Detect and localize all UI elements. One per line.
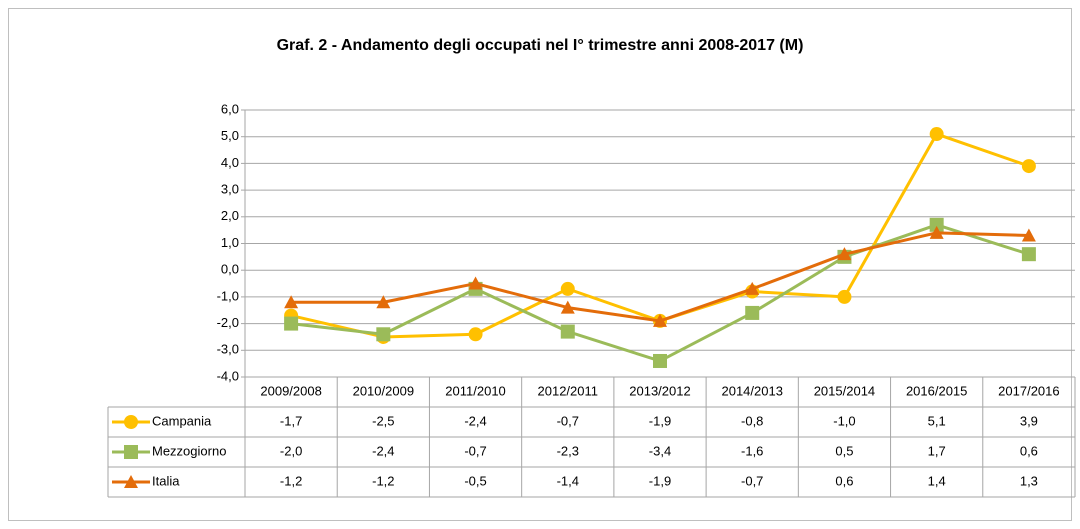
x-tick-label: 2013/2012 (629, 383, 690, 398)
data-point (1021, 159, 1036, 174)
data-point (560, 281, 575, 296)
data-point (837, 247, 852, 261)
table-value: -0,7 (741, 473, 763, 488)
table-value: -2,0 (280, 443, 302, 458)
data-point (745, 305, 760, 320)
table-value: 0,6 (835, 473, 853, 488)
data-point (560, 324, 575, 339)
legend-label: Italia (152, 473, 180, 488)
data-point (929, 127, 944, 142)
table-value: 0,5 (835, 443, 853, 458)
data-point (653, 313, 667, 327)
table-value: -0,7 (557, 413, 579, 428)
legend-label: Mezzogiorno (152, 443, 226, 458)
table-value: -3,4 (649, 443, 671, 458)
x-tick-label: 2017/2016 (998, 383, 1059, 398)
data-point (284, 316, 299, 331)
x-tick-label: 2014/2013 (721, 383, 782, 398)
y-tick-label: 0,0 (221, 262, 239, 277)
legend-marker (124, 475, 138, 488)
chart-frame (8, 8, 1072, 521)
data-point (284, 295, 299, 309)
y-tick-label: 5,0 (221, 128, 239, 143)
table-value: -1,0 (833, 413, 855, 428)
y-tick-label: 2,0 (221, 208, 239, 223)
table-value: 0,6 (1020, 443, 1038, 458)
data-point (376, 295, 391, 309)
table-value: -1,9 (649, 413, 671, 428)
legend-marker (124, 445, 138, 459)
table-value: 1,4 (928, 473, 946, 488)
data-point (837, 289, 852, 304)
y-tick-label: 3,0 (221, 182, 239, 197)
chart-title: Graf. 2 - Andamento degli occupati nel I… (277, 37, 804, 54)
y-tick-label: -2,0 (217, 315, 239, 330)
table-value: 1,7 (928, 443, 946, 458)
table-value: -1,6 (741, 443, 763, 458)
legend-label: Campania (152, 413, 212, 428)
y-tick-label: 6,0 (221, 101, 239, 116)
table-value: -2,4 (464, 413, 486, 428)
x-tick-label: 2011/2010 (445, 383, 506, 398)
table-value: 5,1 (928, 413, 946, 428)
table-value: -0,8 (741, 413, 763, 428)
table-value: -1,4 (557, 473, 579, 488)
y-tick-label: -4,0 (217, 368, 239, 383)
table-value: -1,7 (280, 413, 302, 428)
y-tick-label: -3,0 (217, 342, 239, 357)
data-point (1021, 228, 1036, 242)
x-tick-label: 2010/2009 (353, 383, 414, 398)
data-point (929, 217, 944, 232)
table-value: -0,5 (464, 473, 486, 488)
y-tick-label: -1,0 (217, 288, 239, 303)
table-value: -2,5 (372, 413, 394, 428)
table-value: 1,3 (1020, 473, 1038, 488)
table-value: -1,2 (372, 473, 394, 488)
data-point (1021, 247, 1036, 262)
x-tick-label: 2016/2015 (906, 383, 967, 398)
legend-marker (124, 415, 138, 429)
data-point (560, 300, 575, 314)
data-point (745, 281, 760, 295)
data-point (653, 353, 667, 368)
y-tick-label: 1,0 (221, 235, 239, 250)
table-value: 3,9 (1020, 413, 1038, 428)
table-value: -2,3 (557, 443, 579, 458)
table-value: -2,4 (372, 443, 394, 458)
x-tick-label: 2015/2014 (814, 383, 875, 398)
x-tick-label: 2012/2011 (538, 383, 599, 398)
data-point (376, 327, 391, 342)
data-point (468, 276, 483, 290)
x-tick-label: 2009/2008 (260, 383, 321, 398)
table-value: -1,9 (649, 473, 671, 488)
data-point (468, 327, 483, 342)
data-point (929, 225, 944, 239)
y-tick-label: 4,0 (221, 155, 239, 170)
table-value: -1,2 (280, 473, 302, 488)
table-value: -0,7 (464, 443, 486, 458)
